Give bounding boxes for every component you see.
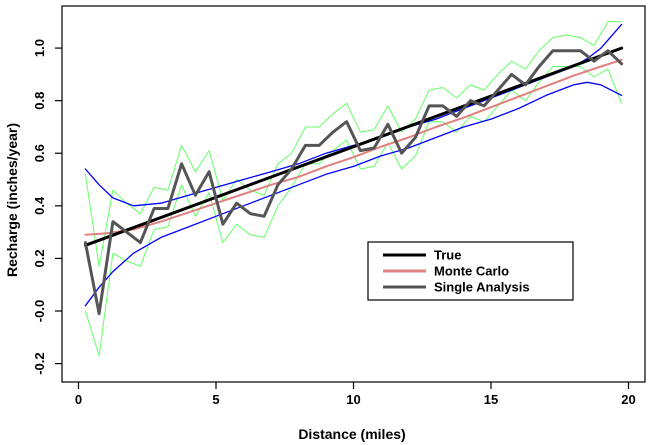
x-axis-title: Distance (miles) [298, 426, 405, 442]
series-line-monte-carlo [84, 58, 623, 236]
y-tick-label: 0.6 [32, 144, 47, 162]
plot-frame [61, 5, 646, 383]
y-tick-label: 0.8 [32, 92, 47, 110]
legend-label: Single Analysis [434, 280, 530, 295]
legend-label: Monte Carlo [434, 264, 509, 279]
y-tick-label: 1.0 [32, 39, 47, 57]
y-tick-label: 0.2 [32, 249, 47, 267]
confidence-band-line-green [84, 66, 623, 357]
y-tick-label: -0.2 [32, 352, 47, 374]
y-tick-label: 0.4 [32, 196, 47, 215]
x-tick-label: 0 [75, 392, 82, 407]
x-tick-label: 15 [484, 392, 498, 407]
confidence-band-line-blue [84, 23, 623, 207]
legend-label: True [434, 248, 461, 263]
series-lines [83, 21, 624, 357]
series-line-true [83, 46, 624, 247]
y-tick-label: -0.0 [32, 300, 47, 322]
y-axis-title: Recharge (inches/year) [4, 123, 20, 277]
x-tick-label: 10 [346, 392, 360, 407]
legend-box [367, 241, 574, 301]
series-line-single-analysis [83, 49, 624, 316]
axes: 0 5 10 15 20 -0.2 -0.0 0.2 0.4 0.6 0.8 1.0 [32, 5, 646, 407]
confidence-band-line-blue [84, 81, 623, 307]
confidence-band-line-green [84, 21, 623, 267]
x-tick-label: 20 [621, 392, 635, 407]
x-tick-label: 5 [212, 392, 219, 407]
